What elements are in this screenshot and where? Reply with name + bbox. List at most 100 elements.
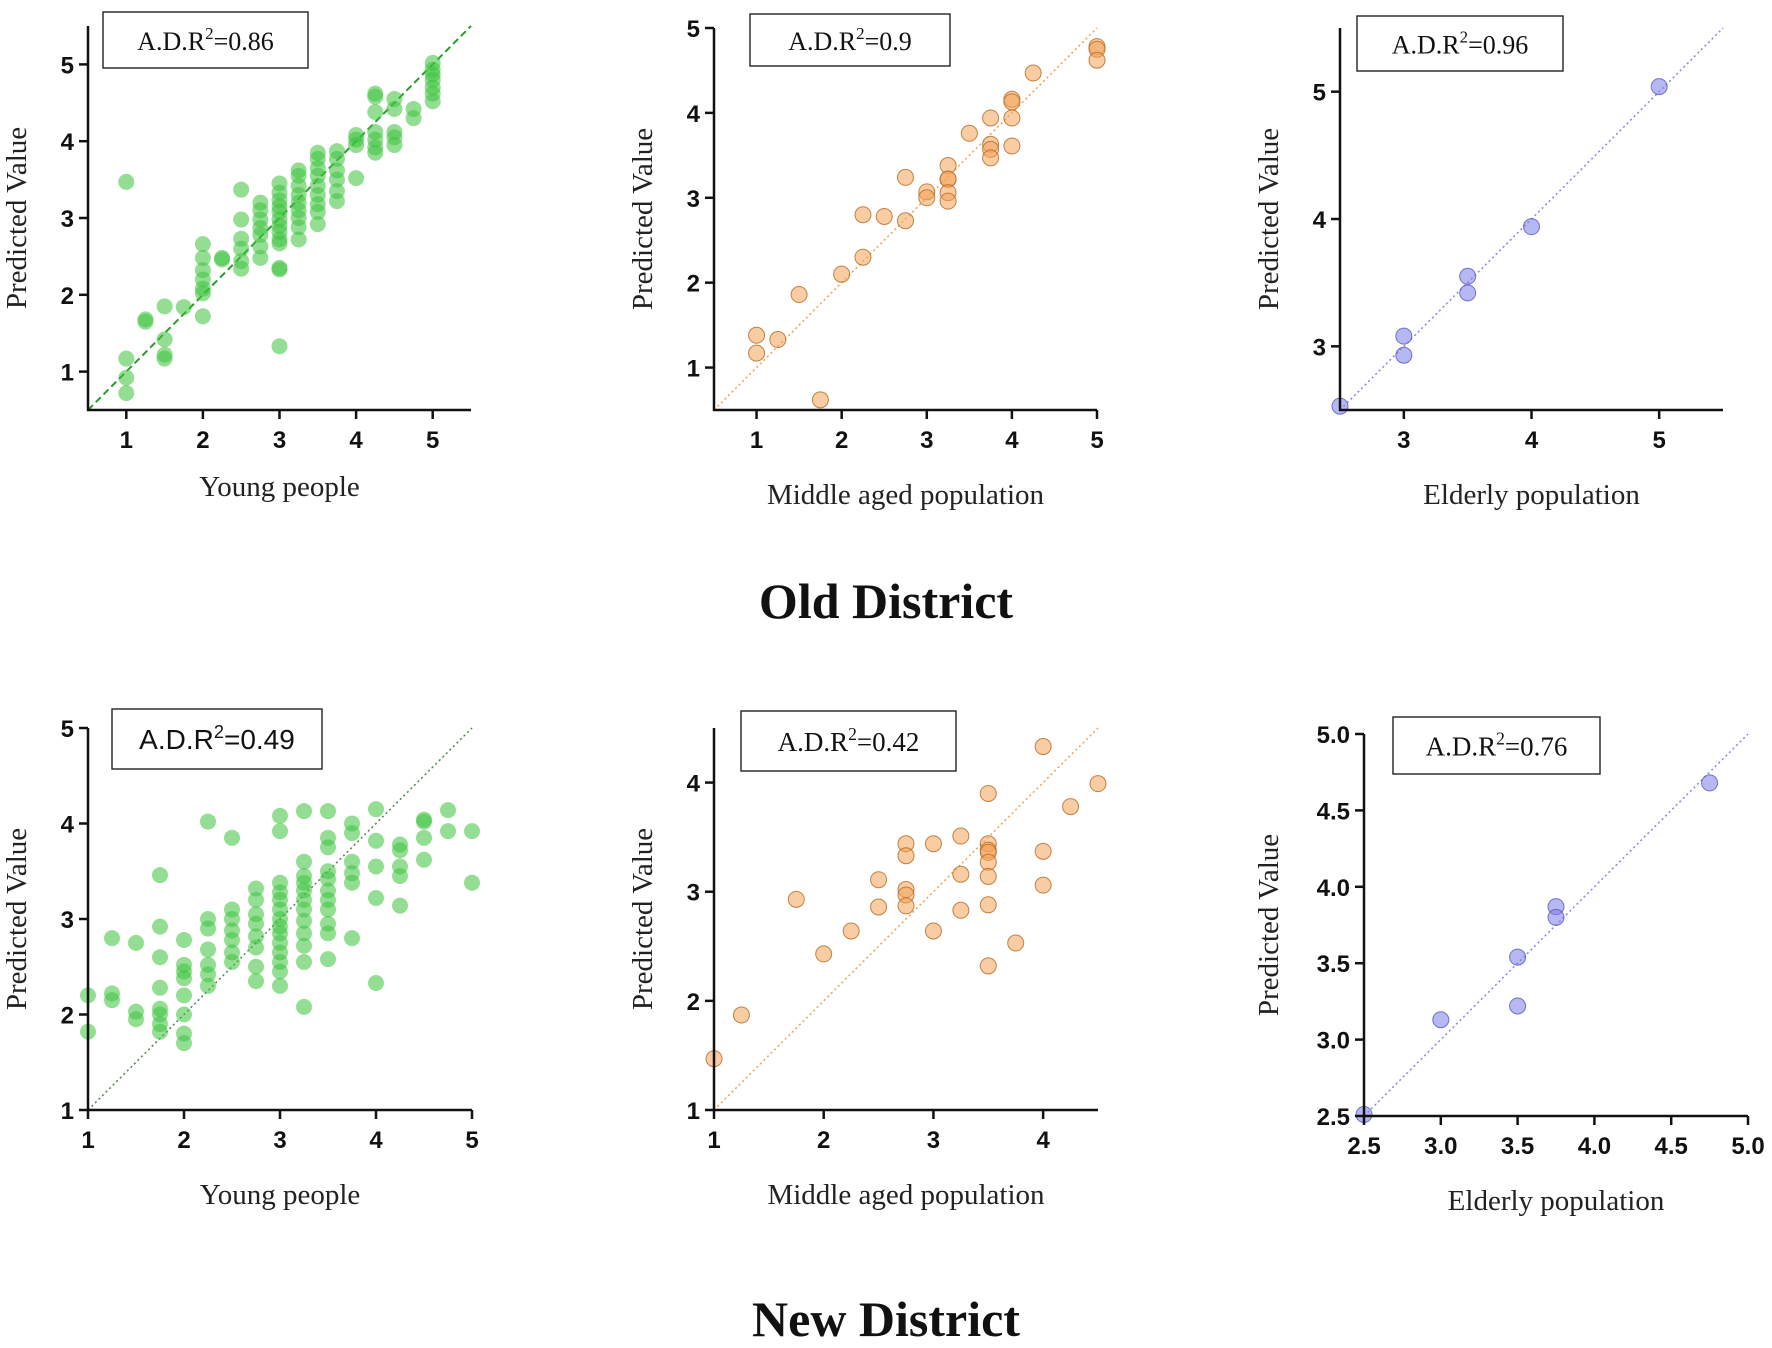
annotation-prefix: A.D.R: [778, 727, 849, 757]
data-point: [1034, 842, 1052, 860]
data-point: [1459, 267, 1477, 285]
y-tick-label: 2.5: [1317, 1104, 1350, 1131]
data-point: [252, 249, 269, 266]
data-point: [152, 949, 168, 966]
data-point: [1088, 51, 1106, 69]
data-point: [405, 110, 422, 127]
x-axis-label: Middle aged population: [767, 479, 1045, 511]
x-tick-label: 3: [927, 1127, 940, 1154]
data-point: [156, 298, 173, 315]
data-point: [252, 226, 269, 243]
data-point: [897, 168, 914, 186]
data-point: [368, 832, 384, 849]
data-point: [1432, 1011, 1450, 1029]
data-point: [156, 350, 173, 367]
y-tick-label: 5: [61, 716, 74, 743]
y-tick-label: 3: [1313, 334, 1326, 361]
data-point: [1509, 997, 1527, 1015]
data-point: [200, 813, 216, 830]
data-point: [176, 1006, 192, 1023]
data-point: [1062, 798, 1080, 816]
data-point: [1395, 327, 1413, 345]
x-tick-label: 3.0: [1424, 1133, 1457, 1160]
data-point: [296, 853, 312, 870]
data-point: [200, 966, 216, 983]
data-point: [1395, 346, 1413, 364]
y-tick-label: 4: [1313, 207, 1327, 234]
y-axis-label: Predicted Value: [1253, 834, 1285, 1016]
annotation-superscript: 2: [205, 24, 213, 43]
data-point: [104, 992, 120, 1009]
data-point: [1007, 934, 1025, 952]
data-point: [128, 1011, 144, 1028]
y-tick-label: 1: [61, 1098, 74, 1125]
x-tick-label: 2.5: [1347, 1133, 1380, 1160]
annotation-value: =0.96: [1468, 31, 1528, 60]
y-tick-label: 2: [687, 271, 700, 298]
x-tick-label: 4: [1036, 1127, 1050, 1154]
data-point: [1459, 284, 1477, 302]
data-point: [924, 922, 942, 940]
data-point: [320, 901, 336, 918]
x-tick-label: 2: [817, 1127, 830, 1154]
chart-panel-6: 2.5 3.0 3.5 4.0 4.5 5.0 2.5 3.0 3.5 4.0 4.5 5.0 Elde…: [1253, 716, 1765, 1217]
data-point: [787, 890, 805, 908]
data-point: [104, 930, 120, 947]
annotation-prefix: A.D.R: [139, 724, 214, 755]
data-point: [732, 1006, 750, 1024]
data-point: [176, 1035, 192, 1052]
data-point: [440, 823, 456, 840]
y-tick-label: 5: [1313, 80, 1326, 107]
x-tick-label: 3: [920, 427, 933, 454]
data-point: [152, 867, 168, 884]
reference-line: [713, 727, 1099, 1111]
data-point: [271, 338, 288, 355]
data-point: [952, 827, 970, 845]
x-tick-label: 4: [369, 1127, 383, 1154]
y-tick-label: 3: [687, 880, 700, 907]
data-point: [367, 144, 384, 161]
x-axis-label: Young people: [199, 471, 360, 503]
x-tick-label: 4: [1005, 427, 1019, 454]
data-point: [272, 977, 288, 994]
data-point: [464, 874, 480, 891]
annotation-value: =0.9: [865, 27, 912, 56]
y-tick-label: 4.0: [1317, 875, 1350, 902]
data-point: [960, 124, 978, 142]
data-point: [152, 979, 168, 996]
data-point: [233, 181, 250, 198]
data-point: [152, 918, 168, 935]
data-point: [348, 170, 365, 187]
y-tick-label: 3.0: [1317, 1028, 1350, 1055]
y-tick-label: 4: [61, 129, 75, 156]
annotation-superscript: 2: [1496, 729, 1505, 749]
annotation-value: =0.86: [214, 27, 274, 56]
data-point: [248, 958, 264, 975]
x-tick-label: 2: [196, 427, 209, 454]
data-point: [982, 149, 1000, 167]
data-point: [200, 920, 216, 937]
data-point: [392, 842, 408, 859]
data-point: [233, 240, 250, 257]
data-point: [1024, 64, 1042, 82]
data-point: [328, 193, 345, 210]
data-point: [309, 216, 326, 233]
data-point: [386, 137, 403, 154]
data-point: [194, 249, 211, 266]
y-tick-label: 3: [61, 907, 74, 934]
y-tick-label: 1: [687, 1098, 700, 1125]
data-point: [252, 238, 269, 255]
data-point: [296, 998, 312, 1015]
annotation-box: [749, 13, 951, 67]
data-point: [424, 93, 441, 110]
data-point: [416, 851, 432, 868]
annotation-prefix: A.D.R: [788, 27, 857, 56]
data-point: [296, 937, 312, 954]
data-point: [248, 939, 264, 956]
x-tick-label: 4: [349, 427, 363, 454]
data-point: [1034, 738, 1052, 756]
data-point: [296, 912, 312, 929]
data-point: [271, 261, 288, 278]
data-point: [118, 350, 135, 367]
